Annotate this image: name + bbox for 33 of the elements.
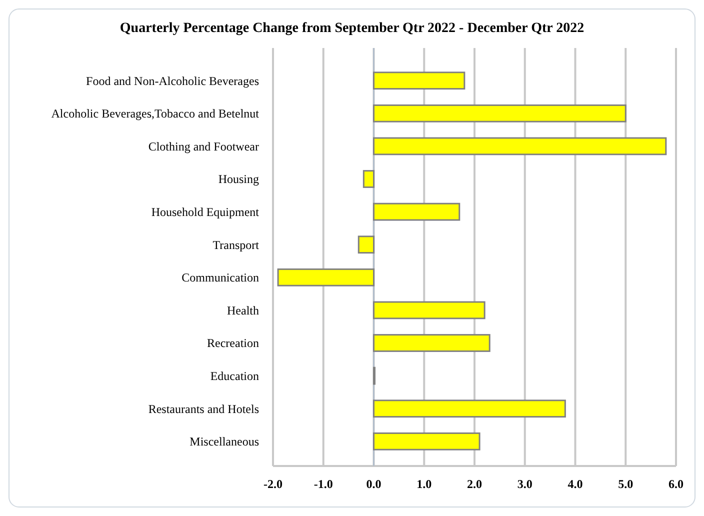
- y-tick-label: Clothing and Footwear: [148, 139, 259, 154]
- x-tick-label: 2.0: [467, 477, 482, 491]
- y-tick-label: Communication: [182, 270, 259, 285]
- bar: [362, 170, 374, 188]
- x-tick-label: 0.0: [366, 477, 382, 491]
- bar: [373, 202, 460, 221]
- bar: [373, 334, 490, 352]
- y-tick-label: Health: [227, 303, 259, 318]
- y-tick-label: Housing: [218, 172, 259, 186]
- y-tick-label: Transport: [212, 238, 260, 252]
- bar: [373, 432, 480, 450]
- x-tick-label: 4.0: [568, 477, 583, 491]
- y-tick-label: Miscellaneous: [190, 434, 260, 449]
- bar: [373, 104, 626, 122]
- y-tick-label: Restaurants and Hotels: [148, 402, 260, 416]
- y-tick-label: Food and Non-Alcoholic Beverages: [86, 74, 260, 88]
- bar: [373, 400, 566, 418]
- bar: [373, 301, 486, 320]
- bar: [277, 268, 374, 286]
- y-tick-label: Education: [210, 369, 259, 383]
- x-tick-label: -1.0: [314, 477, 333, 491]
- x-tick-label: 3.0: [517, 477, 532, 491]
- bar: [373, 72, 466, 90]
- x-tick-label: 6.0: [668, 477, 684, 491]
- x-tick-label: -2.0: [264, 477, 282, 491]
- bar: [373, 137, 667, 156]
- y-tick-label: Household Equipment: [151, 205, 260, 219]
- bar: [358, 236, 374, 254]
- y-tick-label: Recreation: [207, 336, 259, 350]
- x-tick-label: 5.0: [618, 477, 634, 491]
- x-tick-label: 1.0: [416, 477, 432, 491]
- y-tick-label: Alcoholic Beverages,Tobacco and Betelnut: [51, 106, 260, 121]
- chart-title: Quarterly Percentage Change from September Qtr 2022 - December Qtr 2022: [120, 21, 584, 36]
